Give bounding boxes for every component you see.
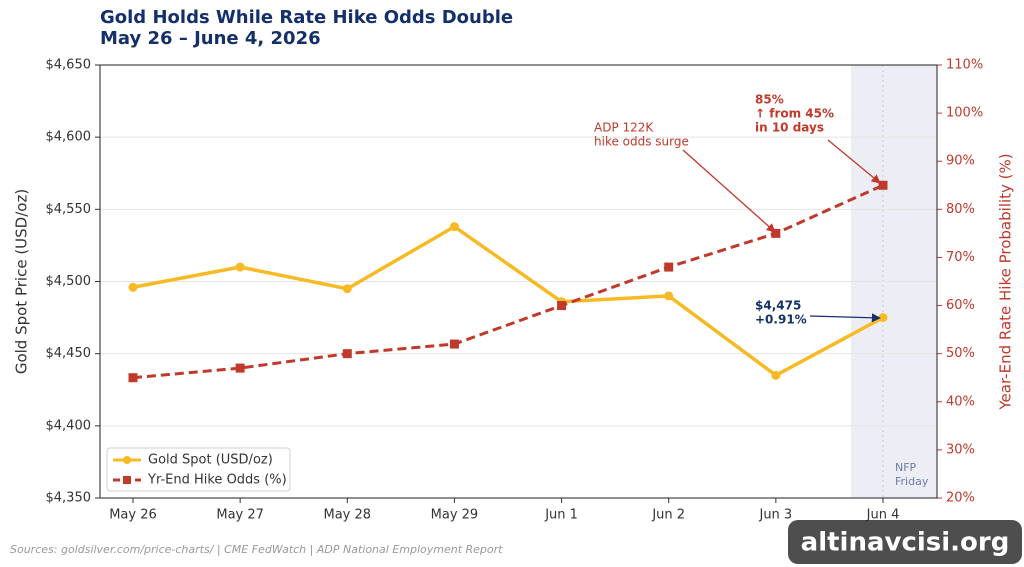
y-axis-label: Gold Spot Price (USD/oz) bbox=[13, 189, 31, 374]
y2-tick-label: 40% bbox=[946, 394, 975, 409]
y2-tick-label: 60% bbox=[946, 298, 975, 313]
point-marker bbox=[342, 284, 352, 294]
y2-tick-label: 50% bbox=[946, 346, 975, 361]
annotation-text: in 10 days bbox=[755, 121, 824, 135]
watermark: altinavcisi.org bbox=[801, 528, 1010, 558]
chart-subtitle: May 26 – June 4, 2026 bbox=[100, 28, 321, 49]
point-marker bbox=[235, 363, 245, 373]
y2-tick-label: 20% bbox=[946, 491, 975, 506]
watermark-bg bbox=[788, 520, 1022, 564]
point-marker bbox=[771, 370, 781, 380]
annotation-arrow bbox=[827, 139, 881, 184]
source-note: Sources: goldsilver.com/price-charts/ | … bbox=[10, 543, 503, 556]
chart-title: Gold Holds While Rate Hike Odds Double bbox=[100, 7, 513, 28]
annotation-arrow bbox=[682, 149, 776, 233]
annotation-text: $4,475 bbox=[755, 299, 801, 313]
series-line bbox=[132, 183, 884, 380]
point-marker bbox=[235, 262, 245, 272]
y2-tick-label: 70% bbox=[946, 250, 975, 265]
x-tick-label: Jun 1 bbox=[544, 508, 578, 523]
annotation-text: NFP bbox=[895, 461, 917, 474]
point-marker bbox=[878, 180, 888, 190]
y-tick-label: $4,450 bbox=[46, 346, 92, 361]
legend-label: Gold Spot (USD/oz) bbox=[148, 453, 273, 468]
x-tick-label: Jun 4 bbox=[866, 508, 900, 523]
series-line bbox=[132, 224, 884, 378]
x-tick-label: Jun 2 bbox=[651, 508, 685, 523]
annotation-text: hike odds surge bbox=[594, 135, 689, 149]
y2-tick-label: 30% bbox=[946, 442, 975, 457]
y-tick-label: $4,400 bbox=[46, 418, 92, 433]
y-tick-label: $4,350 bbox=[46, 491, 92, 506]
legend-box bbox=[106, 447, 291, 492]
y2-tick-label: 110% bbox=[946, 58, 983, 73]
x-tick-label: Jun 3 bbox=[758, 508, 792, 523]
legend-marker bbox=[123, 456, 131, 464]
point-marker bbox=[342, 349, 352, 359]
annotation-arrow bbox=[809, 313, 881, 323]
point-marker bbox=[771, 228, 781, 238]
y-tick-label: $4,500 bbox=[46, 274, 92, 289]
y2-tick-label: 80% bbox=[946, 202, 975, 217]
legend-label: Yr-End Hike Odds (%) bbox=[147, 473, 287, 488]
x-tick-label: May 26 bbox=[109, 508, 157, 523]
x-tick-label: May 29 bbox=[431, 508, 479, 523]
point-marker bbox=[128, 282, 138, 292]
y-tick-label: $4,550 bbox=[46, 202, 92, 217]
point-marker bbox=[664, 262, 674, 272]
point-marker bbox=[449, 339, 459, 349]
point-marker bbox=[557, 301, 567, 311]
annotation-text: ↑ from 45% bbox=[755, 107, 834, 121]
annotation-text: 85% bbox=[755, 93, 784, 107]
legend-marker bbox=[123, 476, 131, 484]
x-tick-label: May 27 bbox=[216, 508, 264, 523]
y2-tick-label: 90% bbox=[946, 154, 975, 169]
annotation-text: ADP 122K bbox=[594, 121, 654, 135]
y-tick-label: $4,600 bbox=[46, 130, 92, 145]
point-marker bbox=[664, 291, 674, 301]
y2-tick-label: 100% bbox=[946, 106, 983, 121]
plot-frame bbox=[99, 64, 938, 499]
point-marker bbox=[449, 222, 459, 232]
annotation-text: Friday bbox=[895, 475, 929, 488]
point-marker bbox=[128, 373, 138, 383]
annotation-text: +0.91% bbox=[755, 313, 807, 327]
y2-axis-label: Year-End Rate Hike Probability (%) bbox=[997, 153, 1015, 410]
x-tick-label: May 28 bbox=[324, 508, 372, 523]
y-tick-label: $4,650 bbox=[46, 58, 92, 73]
